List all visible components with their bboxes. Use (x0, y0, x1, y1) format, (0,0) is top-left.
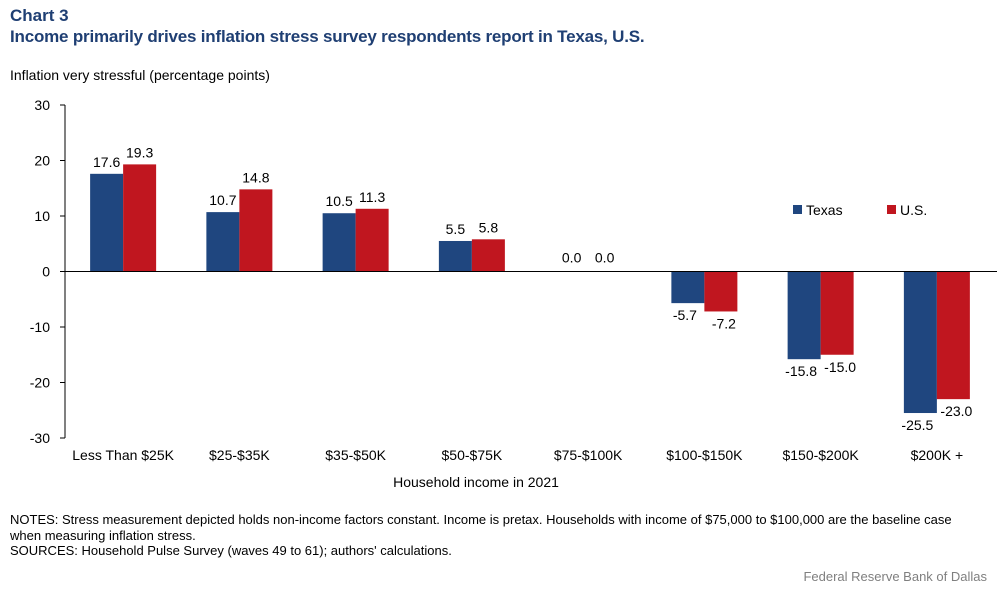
axis-layer: Less Than $25K $25-$35K $35-$50K $50-$75K $7… (30, 97, 997, 463)
bar-us-1 (239, 189, 273, 272)
data-label-texas-2: 10.5 (326, 193, 353, 209)
x-tick-label-6: $150-$200K (782, 447, 859, 463)
x-tick-label-0: Less Than $25K (72, 447, 174, 463)
x-tick-label-4: $75-$100K (554, 447, 623, 463)
legend-label-texas: Texas (806, 202, 843, 218)
data-label-us-4: 0.0 (595, 250, 615, 266)
bars-layer (90, 164, 970, 414)
bar-chart: Less Than $25K $25-$35K $35-$50K $50-$75K $7… (30, 97, 997, 490)
data-label-texas-1: 10.7 (209, 192, 236, 208)
x-tick-label-3: $50-$75K (442, 447, 503, 463)
bar-us-7 (936, 271, 970, 400)
y-tick-label-4: -10 (30, 319, 50, 335)
data-label-us-5: -7.2 (712, 315, 736, 331)
x-tick-label-1: $25-$35K (209, 447, 270, 463)
legend-swatch-us (887, 205, 896, 214)
bar-us-5 (704, 271, 738, 312)
bar-us-3 (471, 239, 505, 272)
data-label-texas-7: -25.5 (901, 417, 933, 433)
y-tick-label-1: 20 (34, 153, 50, 169)
bar-us-2 (355, 208, 389, 272)
y-axis-title: Inflation very stressful (percentage poi… (10, 67, 270, 83)
bar-texas-6 (787, 271, 821, 360)
data-label-texas-6: -15.8 (785, 363, 817, 379)
chart-title: Income primarily drives inflation stress… (10, 27, 645, 46)
y-tick-label-5: -20 (30, 375, 50, 391)
x-tick-label-2: $35-$50K (325, 447, 386, 463)
data-label-us-6: -15.0 (824, 359, 856, 375)
notes-text: NOTES: Stress measurement depicted holds… (10, 512, 952, 543)
x-tick-label-5: $100-$150K (666, 447, 743, 463)
bar-us-6 (820, 271, 854, 355)
legend-swatch-texas (793, 205, 802, 214)
data-label-texas-3: 5.5 (446, 221, 466, 237)
bar-texas-1 (206, 212, 240, 272)
bar-texas-3 (438, 240, 472, 272)
data-label-texas-0: 17.6 (93, 154, 120, 170)
bar-texas-2 (322, 213, 356, 272)
credit-text: Federal Reserve Bank of Dallas (803, 569, 987, 584)
data-label-us-1: 14.8 (242, 169, 269, 185)
y-tick-label-2: 10 (34, 208, 50, 224)
legend: Texas U.S. (793, 202, 927, 218)
data-label-texas-5: -5.7 (673, 307, 697, 323)
x-tick-label-7: $200K + (911, 447, 964, 463)
data-label-us-3: 5.8 (479, 219, 499, 235)
sources-text: SOURCES: Household Pulse Survey (waves 4… (10, 543, 452, 558)
y-tick-label-6: -30 (30, 430, 50, 446)
data-label-texas-4: 0.0 (562, 250, 582, 266)
data-label-us-7: -23.0 (940, 403, 972, 419)
data-label-us-2: 11.3 (359, 189, 385, 205)
bar-texas-0 (90, 173, 124, 272)
bar-texas-5 (671, 271, 705, 304)
x-axis-title: Household income in 2021 (393, 474, 559, 490)
bar-us-0 (123, 164, 157, 272)
legend-label-us: U.S. (900, 202, 927, 218)
y-tick-label-3: 0 (42, 264, 50, 280)
data-label-us-0: 19.3 (126, 144, 153, 160)
y-tick-label-0: 30 (34, 97, 50, 113)
chart-number: Chart 3 (10, 6, 69, 25)
bar-texas-7 (903, 271, 937, 414)
data-labels-layer: 17.6 19.3 10.7 14.8 10.5 11.3 5.5 5.8 0.0 0.0 -5.7… (93, 144, 973, 433)
